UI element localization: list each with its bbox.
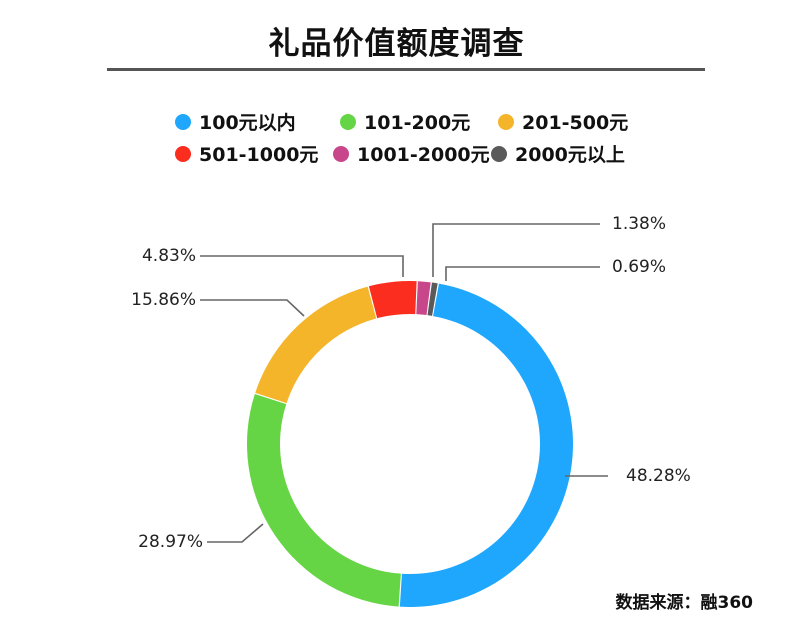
data-source-note: 数据来源：融360 xyxy=(615,593,754,613)
legend-label-4: 1001-2000元 xyxy=(357,144,490,166)
slice-201-500 xyxy=(255,286,377,404)
slice-1001-2000 xyxy=(416,281,431,316)
slice-label-101-200: 28.97% xyxy=(138,532,203,552)
legend-item-0: 100元以内 xyxy=(175,108,296,135)
donut-slices xyxy=(246,281,573,607)
slice-labels: 48.28% 28.97% 15.86% 4.83% 1.38% 0.69% xyxy=(131,214,691,552)
legend-item-3: 501-1000元 xyxy=(175,140,318,167)
legend-item-2: 201-500元 xyxy=(498,108,628,135)
legend-swatch-5 xyxy=(491,145,507,162)
legend-item-1: 101-200元 xyxy=(340,108,470,135)
legend-label-0: 100元以内 xyxy=(199,112,296,134)
slice-over-2000 xyxy=(427,282,438,316)
slice-label-1001-2000: 1.38% xyxy=(612,214,666,234)
legend-swatch-2 xyxy=(498,113,514,130)
slice-label-over-2000: 0.69% xyxy=(612,257,666,277)
slice-101-200 xyxy=(246,394,401,607)
leader-line-over-2000 xyxy=(445,266,600,281)
legend-swatch-4 xyxy=(333,145,349,162)
slice-label-201-500: 15.86% xyxy=(131,290,196,310)
slice-under-100 xyxy=(399,283,573,607)
legend-swatch-1 xyxy=(340,113,356,130)
leader-line-501-1000 xyxy=(200,255,404,277)
legend-swatch-3 xyxy=(175,145,191,162)
legend-label-3: 501-1000元 xyxy=(199,144,319,166)
leader-line-201-500 xyxy=(200,299,305,317)
legend-item-4: 1001-2000元 xyxy=(333,140,490,167)
legend-label-1: 101-200元 xyxy=(364,112,471,134)
legend-item-5: 2000元以上 xyxy=(491,140,625,167)
slice-label-under-100: 48.28% xyxy=(626,466,691,486)
label-leader-lines xyxy=(200,223,608,543)
title-divider xyxy=(107,68,705,71)
legend-swatch-0 xyxy=(175,113,191,130)
legend-label-2: 201-500元 xyxy=(522,112,629,134)
leader-line-1001-2000 xyxy=(432,223,600,277)
leader-line-101-200 xyxy=(207,523,264,543)
slice-501-1000 xyxy=(368,281,417,319)
chart-title: 礼品价值额度调查 xyxy=(268,26,525,62)
slice-label-501-1000: 4.83% xyxy=(142,246,196,266)
legend-label-5: 2000元以上 xyxy=(515,144,625,166)
